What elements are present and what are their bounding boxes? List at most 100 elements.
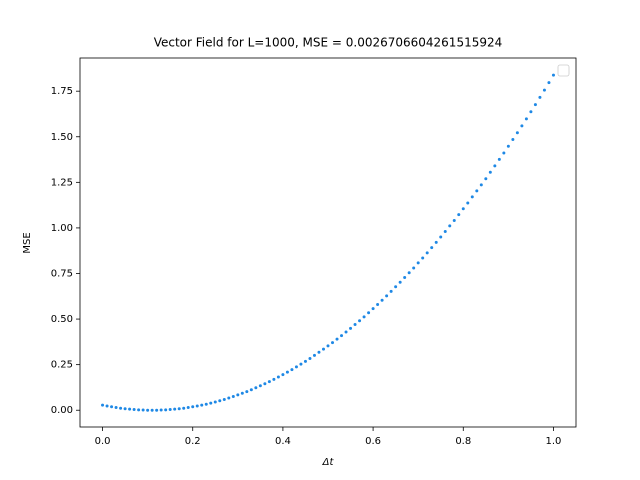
y-axis-label: MSE xyxy=(22,232,33,253)
point xyxy=(101,403,105,407)
point xyxy=(146,408,150,412)
point xyxy=(362,315,366,319)
point xyxy=(285,370,289,374)
point xyxy=(317,350,321,354)
point xyxy=(376,302,380,306)
point xyxy=(461,207,465,211)
point xyxy=(439,235,443,239)
point xyxy=(128,407,132,411)
point xyxy=(240,391,244,395)
point xyxy=(159,408,163,412)
point xyxy=(213,400,217,404)
point xyxy=(340,334,344,338)
point xyxy=(394,285,398,289)
point xyxy=(344,330,348,334)
y-tick-label: 1.50 xyxy=(51,132,73,143)
point xyxy=(385,294,389,298)
point xyxy=(308,356,312,360)
point xyxy=(141,408,145,412)
point xyxy=(542,88,546,92)
chart-title: Vector Field for L=1000, MSE = 0.0026706… xyxy=(154,36,503,50)
point xyxy=(222,397,226,401)
point xyxy=(412,266,416,270)
point xyxy=(529,110,533,114)
point xyxy=(231,395,235,399)
y-tick-label: 0.25 xyxy=(51,360,73,371)
point xyxy=(421,256,425,260)
y-tick-label: 1.25 xyxy=(51,177,73,188)
point xyxy=(425,251,429,255)
point xyxy=(493,164,497,168)
point xyxy=(254,386,258,390)
x-tick-label: 0.6 xyxy=(365,436,381,447)
point xyxy=(267,380,271,384)
point xyxy=(479,183,483,187)
point xyxy=(321,347,325,351)
point xyxy=(258,384,262,388)
point xyxy=(182,406,186,410)
x-tick-label: 0.0 xyxy=(95,436,111,447)
point xyxy=(430,246,434,250)
point xyxy=(367,311,371,315)
point xyxy=(371,307,375,311)
x-tick-label: 0.8 xyxy=(455,436,471,447)
x-tick-label: 0.4 xyxy=(275,436,291,447)
point xyxy=(114,405,118,409)
point xyxy=(484,177,488,181)
point xyxy=(303,359,307,363)
point xyxy=(398,280,402,284)
point xyxy=(195,404,199,408)
point xyxy=(511,137,515,141)
point xyxy=(358,319,362,323)
y-tick-label: 0.75 xyxy=(51,268,73,279)
point xyxy=(110,405,114,409)
point xyxy=(177,407,181,411)
point xyxy=(227,396,231,400)
point xyxy=(204,402,208,406)
point xyxy=(105,404,109,408)
point xyxy=(452,218,456,222)
point xyxy=(326,344,330,348)
axes-frame xyxy=(79,57,577,428)
point xyxy=(186,405,190,409)
point xyxy=(506,144,510,148)
y-tick-label: 1.00 xyxy=(51,223,73,234)
point xyxy=(281,373,285,377)
point xyxy=(380,298,384,302)
point xyxy=(416,261,420,265)
point xyxy=(533,103,537,107)
point xyxy=(218,399,222,403)
point xyxy=(272,377,276,381)
x-tick-label: 1.0 xyxy=(546,436,562,447)
point xyxy=(551,73,555,77)
point xyxy=(137,408,141,412)
point xyxy=(434,240,438,244)
point xyxy=(524,117,528,121)
x-tick-label: 0.2 xyxy=(185,436,201,447)
y-tick-label: 1.75 xyxy=(51,86,73,97)
point xyxy=(294,365,298,369)
point xyxy=(290,368,294,372)
point xyxy=(245,390,249,394)
point xyxy=(155,408,159,412)
point xyxy=(191,405,195,409)
point xyxy=(236,393,240,397)
x-axis-label: Δt xyxy=(322,457,335,468)
y-tick-label: 0.00 xyxy=(51,405,73,416)
point xyxy=(502,151,506,155)
point xyxy=(299,362,303,366)
legend xyxy=(557,64,570,77)
point xyxy=(150,408,154,412)
point xyxy=(200,403,204,407)
point xyxy=(119,406,123,410)
point xyxy=(312,353,316,357)
y-tick-label: 0.50 xyxy=(51,314,73,325)
point xyxy=(249,388,253,392)
point xyxy=(470,195,474,199)
point xyxy=(349,326,353,330)
point xyxy=(123,407,127,411)
point xyxy=(263,382,267,386)
